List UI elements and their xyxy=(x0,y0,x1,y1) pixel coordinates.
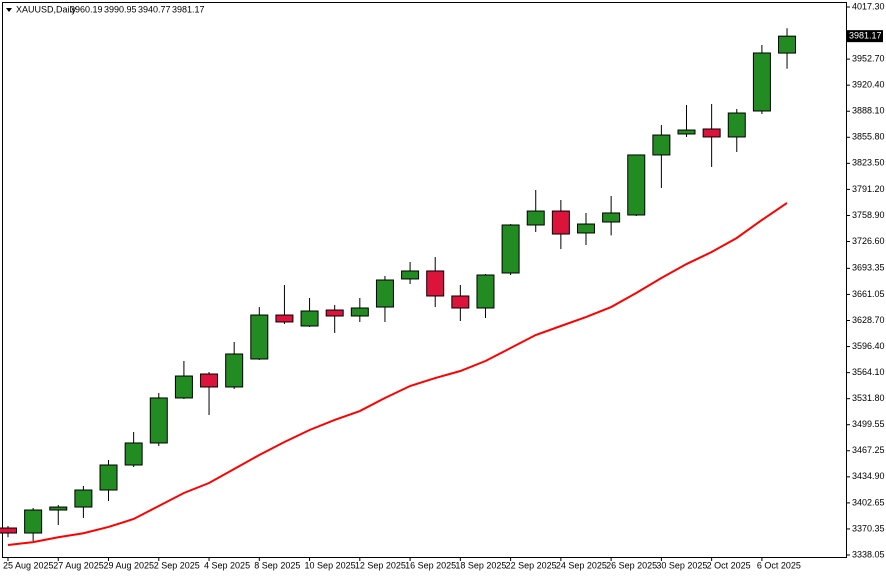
header-low: 3940.77 xyxy=(138,4,171,14)
candle-body xyxy=(576,223,595,234)
x-tick-label: 25 Aug 2025 xyxy=(3,560,54,570)
candle-body xyxy=(627,154,646,216)
y-tick-label: 4017.30 xyxy=(852,1,885,11)
y-tick-label: 3402.65 xyxy=(852,497,885,507)
plot-frame xyxy=(2,2,847,558)
y-tick-label: 3758.90 xyxy=(852,210,885,220)
x-tick-label: 27 Aug 2025 xyxy=(53,560,104,570)
y-tick-label: 3823.50 xyxy=(852,158,885,168)
candle-body xyxy=(778,35,797,54)
header-close: 3981.17 xyxy=(172,4,205,14)
x-tick-label: 22 Sep 2025 xyxy=(506,560,557,570)
candle-body xyxy=(501,224,520,274)
y-tick-label: 3855.80 xyxy=(852,132,885,142)
x-tick-label: 6 Oct 2025 xyxy=(757,560,801,570)
price-label: 3981.17 xyxy=(849,31,882,41)
y-tick-label: 3434.90 xyxy=(852,471,885,481)
x-tick-label: 30 Sep 2025 xyxy=(656,560,707,570)
candle-body xyxy=(752,52,771,112)
x-tick-label: 2 Oct 2025 xyxy=(707,560,751,570)
candle-body xyxy=(174,375,193,399)
candle-body xyxy=(49,506,68,511)
y-tick-label: 3596.40 xyxy=(852,341,885,351)
candle-body xyxy=(702,128,721,138)
candle-body xyxy=(526,210,545,226)
candle-body xyxy=(602,212,621,223)
candle-body xyxy=(375,279,394,308)
y-tick-label: 3661.05 xyxy=(852,289,885,299)
menu-arrow xyxy=(6,8,12,12)
x-tick-label: 24 Sep 2025 xyxy=(556,560,607,570)
x-tick-label: 4 Sep 2025 xyxy=(204,560,250,570)
x-tick-label: 18 Sep 2025 xyxy=(455,560,506,570)
candle-body xyxy=(325,309,344,317)
candle-body xyxy=(225,353,244,388)
candle-body xyxy=(99,464,118,491)
x-tick-label: 2 Sep 2025 xyxy=(154,560,200,570)
header-high: 3990.95 xyxy=(104,4,137,14)
candle-body xyxy=(551,210,570,235)
x-tick-label: 10 Sep 2025 xyxy=(305,560,356,570)
y-tick-label: 3564.10 xyxy=(852,367,885,377)
y-tick-label: 3338.05 xyxy=(852,549,885,559)
y-tick-label: 3726.60 xyxy=(852,236,885,246)
x-tick-label: 26 Sep 2025 xyxy=(606,560,657,570)
y-tick-label: 3370.35 xyxy=(852,523,885,533)
y-tick-label: 3531.80 xyxy=(852,393,885,403)
x-tick-label: 16 Sep 2025 xyxy=(405,560,456,570)
candle-body xyxy=(200,373,219,388)
x-tick-label: 29 Aug 2025 xyxy=(104,560,155,570)
y-tick-label: 3888.10 xyxy=(852,106,885,116)
y-tick-label: 3791.20 xyxy=(852,184,885,194)
candle-body xyxy=(727,112,746,138)
y-tick-label: 3628.70 xyxy=(852,315,885,325)
y-tick-label: 3693.35 xyxy=(852,263,885,273)
candle-body xyxy=(451,295,470,309)
candle-body xyxy=(149,397,168,444)
candle-body xyxy=(250,314,269,360)
y-tick-label: 3467.25 xyxy=(852,445,885,455)
candle-body xyxy=(426,270,445,297)
x-tick-label: 8 Sep 2025 xyxy=(254,560,300,570)
y-tick-label: 3952.70 xyxy=(852,53,885,63)
moving-average-line xyxy=(7,202,788,546)
x-tick-label: 12 Sep 2025 xyxy=(355,560,406,570)
y-tick-label: 3499.55 xyxy=(852,419,885,429)
candle-body xyxy=(350,307,369,317)
candle-body xyxy=(677,129,696,135)
candle-body xyxy=(300,310,319,327)
price-label-bg xyxy=(847,30,883,43)
candle-body xyxy=(275,314,294,323)
y-tick-label: 3920.40 xyxy=(852,80,885,90)
chart-title: XAUUSD,Daily xyxy=(16,4,77,14)
header-open: 3960.19 xyxy=(70,4,103,14)
candle-body xyxy=(476,274,495,309)
candle-body xyxy=(652,134,671,156)
candle-body xyxy=(401,270,420,280)
candle-body xyxy=(0,527,17,534)
candle-body xyxy=(74,489,93,508)
candle-body xyxy=(124,442,143,466)
candle-body xyxy=(24,509,43,534)
